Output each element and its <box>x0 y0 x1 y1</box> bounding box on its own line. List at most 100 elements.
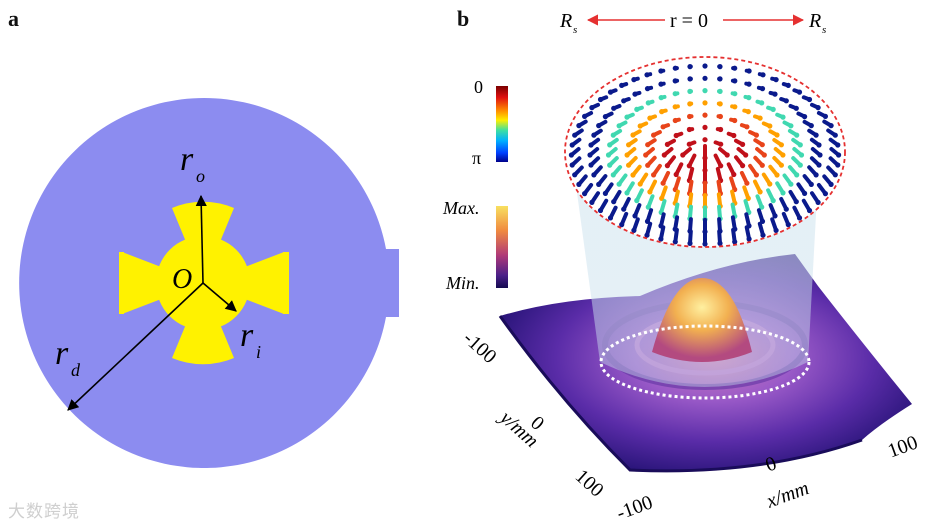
polarization-arrow-head <box>718 126 724 133</box>
measurement-circle <box>599 324 811 400</box>
rs-right-sub: s <box>822 24 826 36</box>
panel-b: R s r = 0 R s 0 π Max. Min. -100 0 y/mm … <box>442 10 921 525</box>
polarization-arrow-head <box>588 162 594 168</box>
polarization-arrow-head <box>645 204 651 210</box>
polarization-arrow-head <box>773 227 779 233</box>
polarization-arrow-head <box>759 100 765 106</box>
polarization-arrow-head <box>624 114 630 120</box>
polarization-arrow-head <box>686 163 692 169</box>
polarization-arrow-head <box>664 163 671 169</box>
polarization-arrow-head <box>591 132 597 138</box>
polarization-arrow-head <box>651 132 657 138</box>
polarization-arrow-head <box>816 162 822 168</box>
phase-colorbar-top: 0 <box>474 77 483 97</box>
polarization-disk-outline <box>564 56 846 248</box>
polarization-arrow-head <box>643 152 649 158</box>
intensity-colorbar-top: Max. <box>442 198 479 218</box>
polarization-arrow-head <box>672 239 678 245</box>
polarization-arrow-head <box>632 91 638 97</box>
polarization-arrow-head <box>772 213 778 219</box>
polarization-arrow-head <box>660 180 666 186</box>
polarization-arrow-head <box>828 181 834 187</box>
polarization-arrow-head <box>597 207 604 214</box>
polarization-arrow-head <box>798 152 805 158</box>
rs-left-label: R <box>559 10 572 32</box>
polarization-arrow-head <box>605 152 612 158</box>
polarization-arrow-head <box>793 105 799 111</box>
polarization-arrow-head <box>619 222 625 228</box>
polarization-arrow-head <box>732 104 738 110</box>
polarization-arrow-head <box>778 142 785 148</box>
polarization-arrow-head <box>702 88 708 94</box>
polarization-arrow-head <box>773 77 779 83</box>
polarization-arrow-head <box>637 181 643 187</box>
polarization-arrow-head <box>702 241 708 247</box>
polarization-arrow-head <box>576 123 582 129</box>
ro-sub-label: o <box>196 166 205 186</box>
polarization-arrow-head <box>797 142 803 148</box>
polarization-arrow-head <box>718 141 724 147</box>
polarization-arrow-head <box>783 98 789 104</box>
polarization-arrow-head <box>588 142 594 148</box>
polarization-arrow-head <box>717 240 723 246</box>
polarization-arrow-head <box>626 162 632 168</box>
polarization-arrow-head <box>624 152 630 158</box>
polarization-arrow-head <box>611 199 617 205</box>
polarization-arrow-head <box>651 172 657 178</box>
polarization-arrow-head <box>624 190 630 196</box>
polarization-arrow-head <box>745 195 751 201</box>
polarization-arrow-head <box>718 163 724 169</box>
ro-label: r <box>180 141 194 178</box>
polarization-arrow-head <box>815 105 821 111</box>
polarization-arrow-head <box>597 96 604 103</box>
polarization-arrow-head <box>680 152 686 158</box>
polarization-arrow-head <box>836 152 842 158</box>
polarization-arrow-head <box>796 89 803 95</box>
polarization-arrow-head <box>672 91 678 97</box>
polarization-arrow-head <box>568 152 575 158</box>
polarization-arrow-head <box>717 101 723 107</box>
polarization-arrow-head <box>757 115 763 121</box>
polarization-arrow-head <box>788 181 794 187</box>
panel-b-label: b <box>457 6 470 31</box>
polarization-arrow-head <box>616 181 622 187</box>
polarization-arrow-head <box>780 152 786 158</box>
polarization-arrow-head <box>637 123 643 129</box>
watermark: 大数跨境 <box>8 502 80 522</box>
ri-sub-label: i <box>256 342 261 362</box>
polarization-arrow-head <box>631 227 637 233</box>
polarization-arrow-head <box>832 172 838 178</box>
polarization-arrow-head <box>607 89 614 95</box>
polarization-arrow-head <box>828 123 834 129</box>
polarization-arrow-head <box>785 222 791 228</box>
polarization-arrow-head <box>626 142 632 148</box>
polarization-arrow-head <box>780 190 786 196</box>
polarization-arrow-head <box>702 75 708 81</box>
polarization-arrow-head <box>621 98 627 104</box>
polarization-arrow-head <box>760 232 766 238</box>
polarization-arrow-head <box>802 190 808 196</box>
polarization-arrow-head <box>702 137 708 143</box>
polarization-arrow-head <box>770 106 776 112</box>
polarization-arrow-head <box>724 152 730 158</box>
polarization-arrow-head <box>607 162 613 168</box>
polarization-arrow-head <box>596 181 602 187</box>
polarization-arrow-head <box>673 171 679 178</box>
polarization-arrow-head <box>659 109 665 115</box>
polarization-arrow-head <box>745 109 751 115</box>
polarization-arrow-head <box>647 189 653 195</box>
polarization-arrow-head <box>658 95 664 101</box>
polarization-arrow-head <box>835 162 841 168</box>
polarization-arrow-head <box>746 68 752 74</box>
polarization-arrow-head <box>672 117 678 124</box>
polarization-arrow-head <box>686 126 693 133</box>
polarization-arrow-head <box>607 215 614 221</box>
polarization-arrow-head <box>767 181 773 187</box>
polarization-arrow-head <box>702 112 708 118</box>
polarization-arrow-head <box>644 232 650 238</box>
polarization-arrow-head <box>569 142 575 148</box>
x-axis-label: x/mm <box>763 477 812 513</box>
polarization-arrow-head <box>759 204 765 210</box>
polarization-arrow-head <box>732 117 738 124</box>
polarization-arrow-head <box>788 123 794 129</box>
